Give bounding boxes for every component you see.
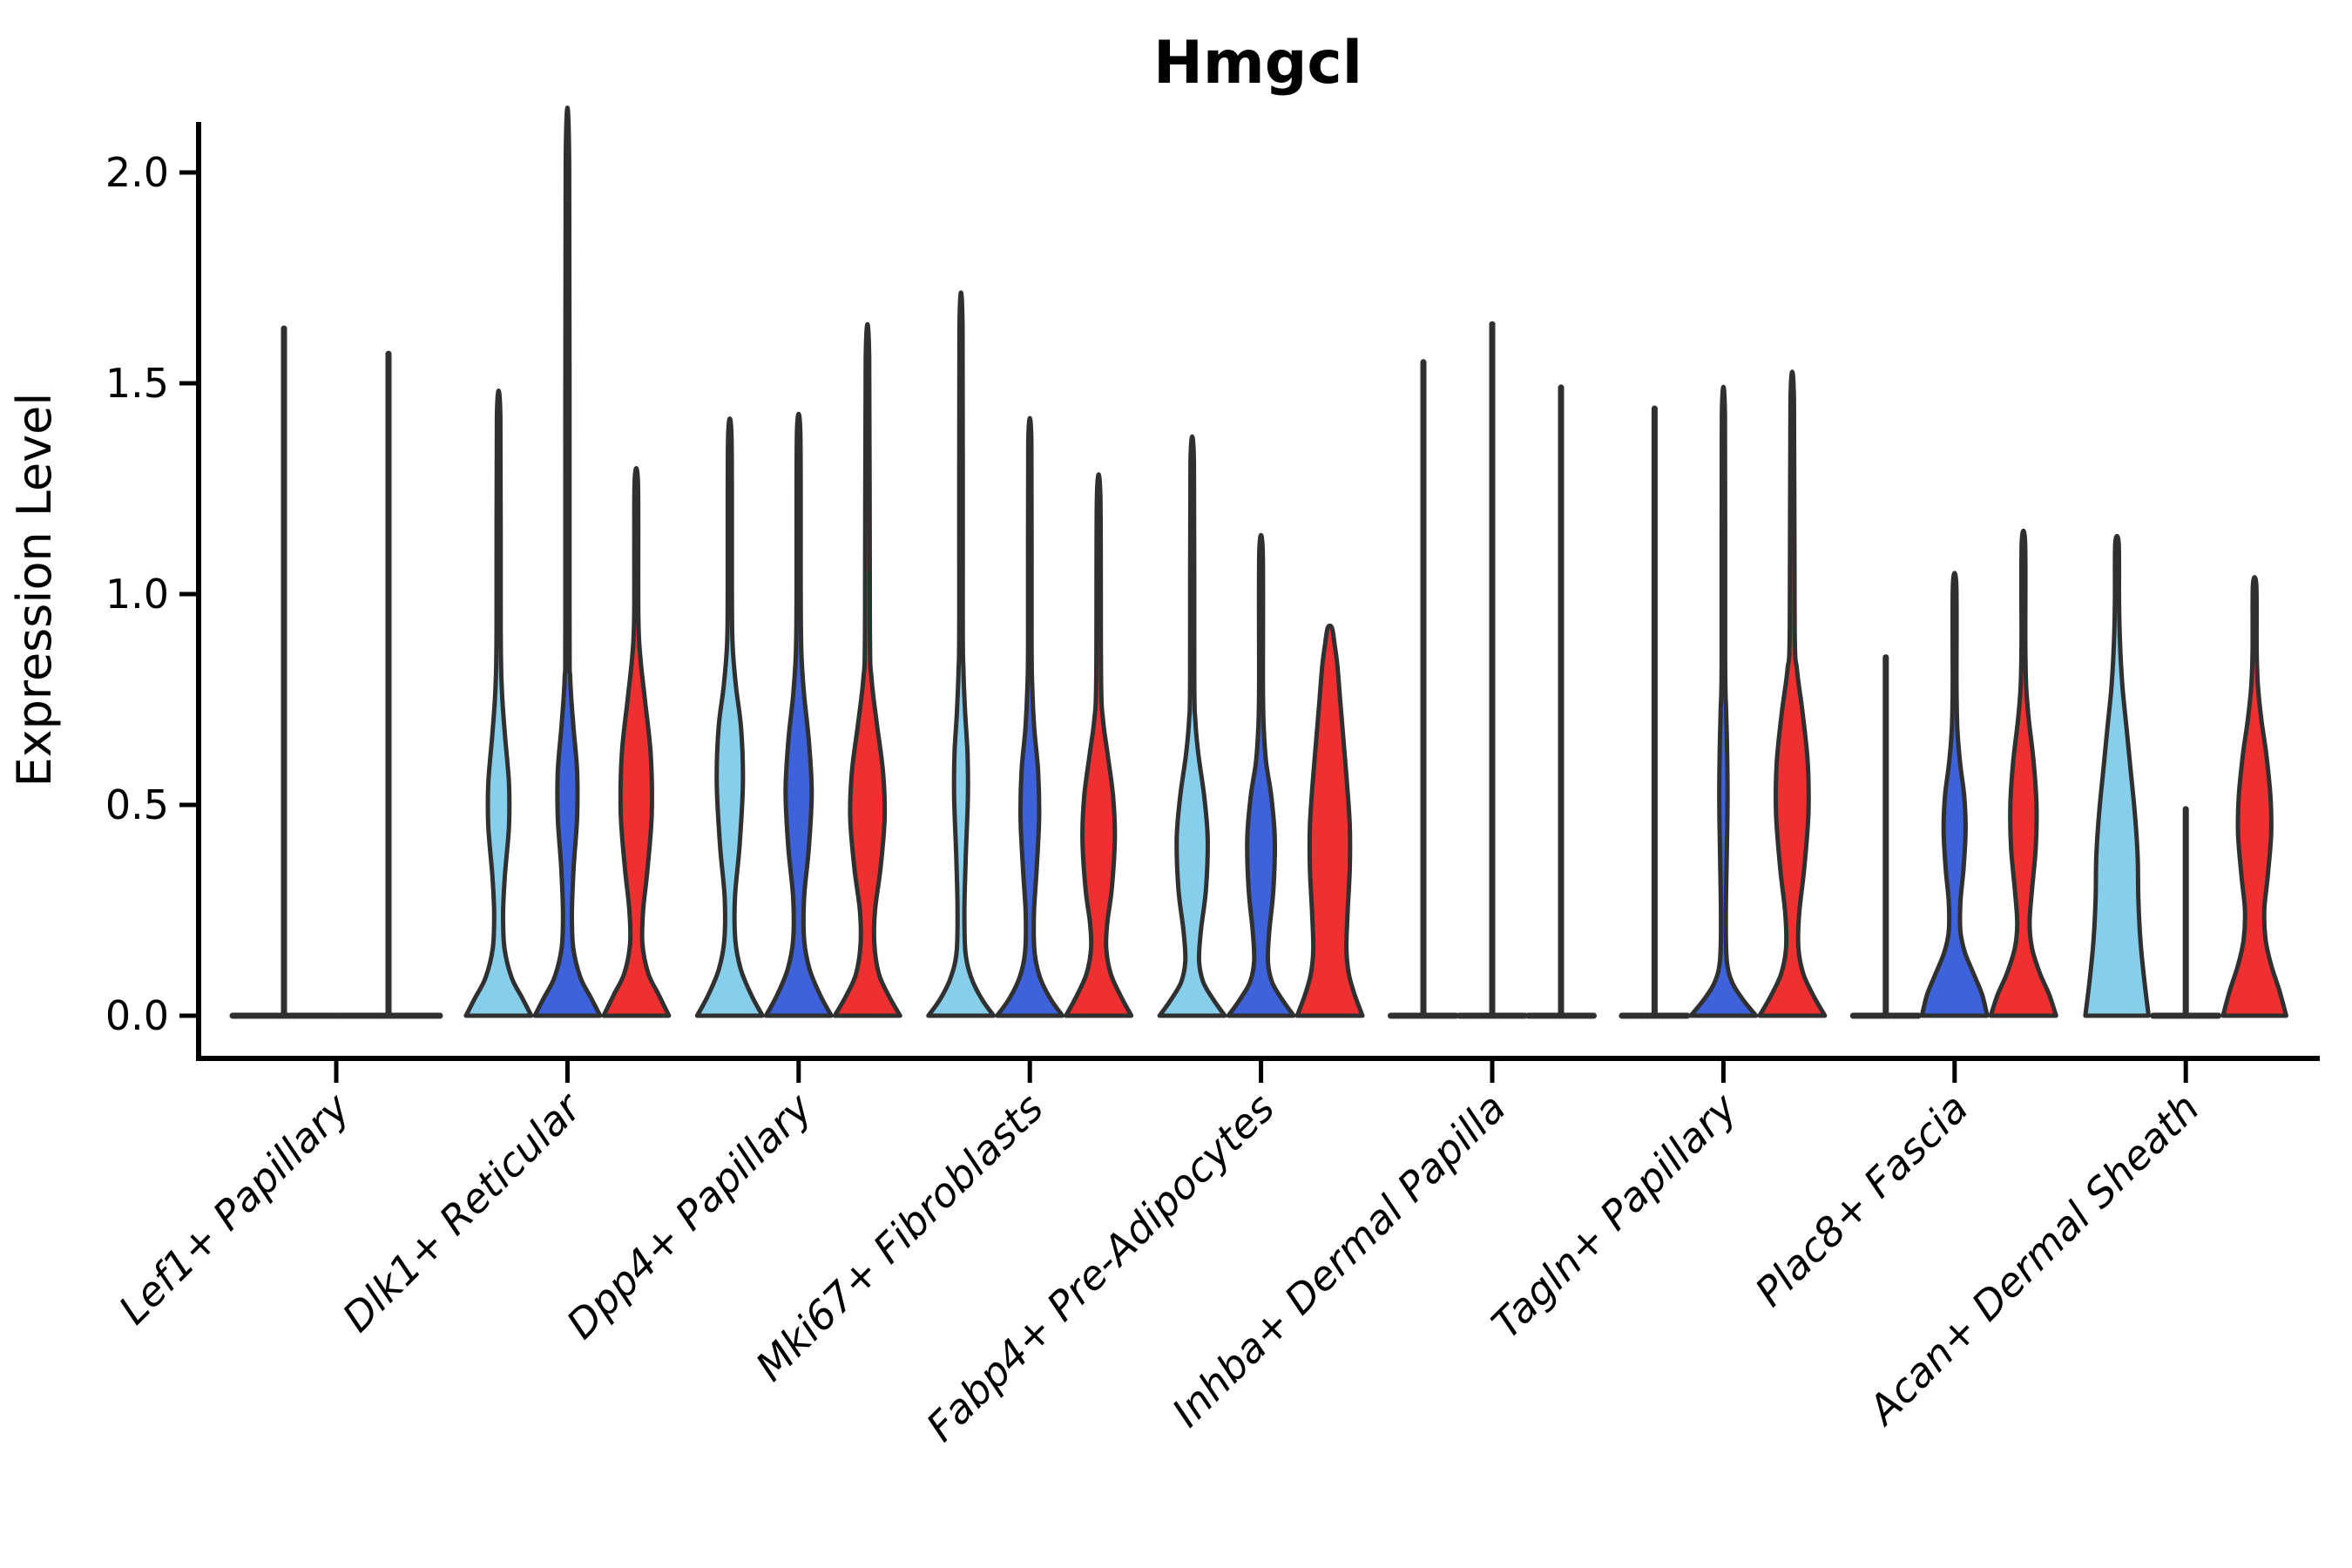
violin-body-7-2 xyxy=(1988,528,2058,1018)
violin-body-1-1 xyxy=(532,105,603,1018)
y-tick-label-2: 1.0 xyxy=(105,571,169,618)
violins-layer xyxy=(229,105,2288,1019)
x-tick-label-7: Plac8+ Fascia xyxy=(1746,1085,1977,1315)
violin-body-6-2 xyxy=(1757,369,1828,1018)
violin-group-7 xyxy=(1849,528,2058,1019)
violin-body-3-2 xyxy=(1064,472,1134,1018)
y-tick-label-4: 2.0 xyxy=(105,149,169,196)
violin-group-0 xyxy=(229,325,443,1019)
violin-body-1-2 xyxy=(601,465,672,1018)
chart-title: Hmgcl xyxy=(1153,29,1362,98)
y-axis-label: Expression Level xyxy=(7,393,62,787)
violin-body-1-0 xyxy=(463,388,534,1018)
violin-body-6-1 xyxy=(1688,384,1759,1018)
violin-group-1 xyxy=(463,105,672,1018)
x-tick-label-2: Dpp4+ Papillary xyxy=(558,1084,821,1348)
violin-body-8-2 xyxy=(2220,575,2288,1018)
violin-group-8 xyxy=(2083,533,2288,1019)
y-tick-label-3: 1.5 xyxy=(105,360,169,407)
violin-body-2-2 xyxy=(832,322,902,1018)
violin-group-6 xyxy=(1619,369,1828,1019)
violin-body-3-1 xyxy=(995,416,1065,1018)
y-tick-label-0: 0.0 xyxy=(105,992,169,1039)
y-tick-label-1: 0.5 xyxy=(105,781,169,828)
violin-group-4 xyxy=(1157,434,1365,1018)
violin-body-2-0 xyxy=(694,416,765,1018)
x-tick-label-0: Lef1+ Papillary xyxy=(110,1084,359,1333)
violin-group-2 xyxy=(694,322,902,1018)
violin-body-7-1 xyxy=(1919,571,1990,1018)
x-tick-label-1: Dlk1+ Reticular xyxy=(334,1082,592,1341)
violin-body-3-0 xyxy=(926,290,997,1018)
violin-body-4-0 xyxy=(1157,434,1227,1018)
violin-group-3 xyxy=(926,290,1134,1018)
violin-body-4-1 xyxy=(1226,532,1296,1018)
violin-group-5 xyxy=(1388,321,1597,1019)
x-tick-label-6: Tagln+ Papillary xyxy=(1483,1084,1747,1348)
violin-body-2-1 xyxy=(763,411,834,1018)
violin-body-8-0 xyxy=(2083,533,2151,1018)
violin-body-4-2 xyxy=(1294,623,1365,1018)
